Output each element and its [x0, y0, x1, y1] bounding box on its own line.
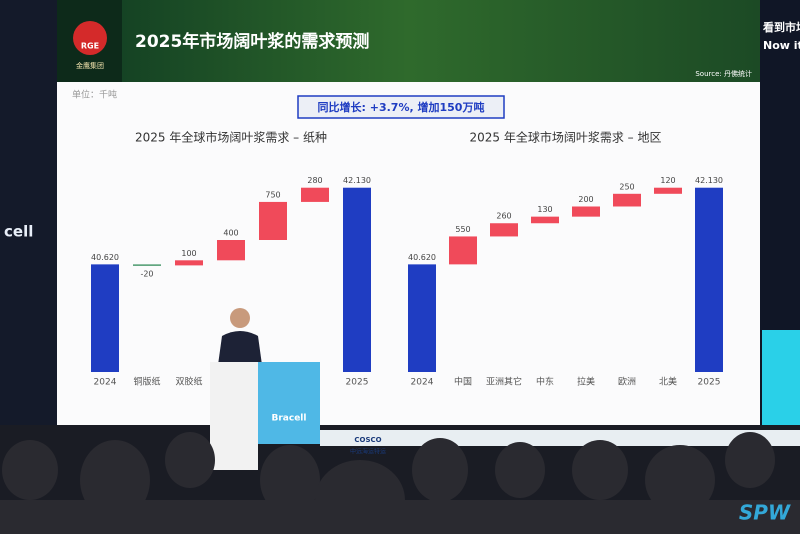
podium — [210, 362, 258, 470]
value-label: 260 — [496, 212, 511, 221]
x-tick-label: 中东 — [536, 376, 554, 388]
stage: Bracell COSCO 中远海运特运 SPW — [0, 308, 800, 534]
bar — [572, 206, 600, 217]
speaker-body — [218, 331, 262, 365]
bar — [301, 187, 329, 202]
chart-title: 2025 年全球市场阔叶浆需求 – 纸种 — [135, 130, 327, 145]
chart-title: 2025 年全球市场阔叶浆需求 – 地区 — [470, 130, 662, 145]
value-label: 200 — [578, 195, 593, 204]
bar — [259, 201, 287, 240]
x-tick-label: 2024 — [411, 378, 434, 388]
x-tick-label: 亚洲其它 — [486, 376, 522, 388]
bar — [449, 236, 477, 265]
x-tick-label: 欧洲 — [618, 376, 636, 388]
sponsor: COSCO — [354, 436, 381, 444]
value-label: 280 — [307, 176, 322, 185]
x-tick-label: 铜版纸 — [133, 376, 160, 388]
sponsor-sub: 中远海运特运 — [350, 448, 386, 456]
x-tick-label: 2025 — [346, 378, 369, 388]
x-tick-label: 中国 — [454, 376, 472, 388]
value-label: 42.130 — [343, 176, 371, 185]
podium-text: Bracell — [272, 414, 307, 424]
charts: 2025 年全球市场阔叶浆需求 – 纸种 40.620 2024 -20 铜版纸 100 双… — [91, 130, 723, 388]
value-label: 120 — [660, 176, 675, 185]
x-tick-label: 拉美 — [577, 376, 595, 388]
bar — [343, 187, 371, 372]
bar — [133, 264, 161, 266]
value-label: 250 — [619, 182, 634, 191]
company: 金鹰集团 — [76, 61, 104, 70]
brand: SPW — [739, 501, 791, 525]
bar — [91, 264, 119, 372]
bar — [217, 240, 245, 261]
value-label: 400 — [223, 229, 238, 238]
side-text: 看到市场 — [763, 20, 800, 34]
left-wall — [0, 0, 57, 430]
value-label: -20 — [140, 269, 153, 278]
bar — [175, 260, 203, 266]
value-label: 750 — [265, 190, 280, 199]
logo-mark — [73, 21, 107, 55]
wall-text: cell — [4, 223, 33, 241]
cyan-panel — [762, 330, 800, 425]
value-label: 550 — [455, 225, 470, 234]
speaker-head — [230, 308, 250, 328]
source: Source: 丹佛统计 — [695, 69, 752, 78]
sponsor-wall — [320, 430, 800, 446]
bar — [490, 223, 518, 237]
podium-screen — [258, 362, 320, 444]
value-label: 40.620 — [408, 253, 436, 262]
bar — [654, 187, 682, 194]
header-title: 2025年市场阔叶浆的需求预测 — [135, 31, 369, 52]
banner-box — [297, 95, 505, 119]
value-label: 42.130 — [695, 176, 723, 185]
bar — [531, 216, 559, 224]
value-label: 100 — [181, 249, 196, 258]
banner: 同比增长: +3.7%, 增加150万吨 — [318, 100, 485, 114]
unit: 单位：千吨 — [72, 89, 117, 101]
header-banner — [57, 0, 760, 82]
x-tick-label: 2024 — [94, 378, 117, 388]
bar — [408, 264, 436, 372]
bar — [613, 193, 641, 207]
x-tick-label: 双胶纸 — [175, 376, 202, 388]
x-tick-label: 北美 — [659, 376, 677, 388]
side-text: Now it — [763, 39, 800, 52]
audience — [0, 432, 800, 534]
value-label: 40.620 — [91, 253, 119, 262]
value-label: 130 — [537, 205, 552, 214]
x-tick-label: 2025 — [698, 378, 721, 388]
logo-text: RGE — [81, 42, 99, 51]
bar — [695, 187, 723, 372]
